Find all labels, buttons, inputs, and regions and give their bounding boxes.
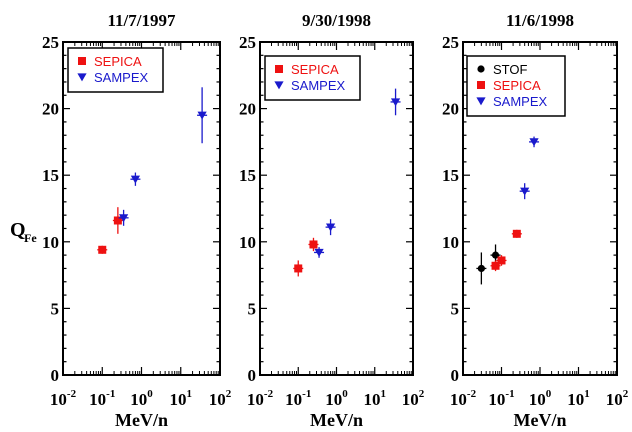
chart-title: 11/6/1998 xyxy=(506,11,574,30)
x-tick-label: 10-2 xyxy=(50,388,77,409)
x-axis-title: MeV/n xyxy=(115,410,168,430)
x-tick-label: 10-1 xyxy=(285,388,311,409)
y-tick-label: 0 xyxy=(248,366,257,385)
x-tick-label: 101 xyxy=(567,388,590,409)
data-point xyxy=(197,111,207,120)
legend-label: STOF xyxy=(493,62,527,77)
x-tick-label: 10-1 xyxy=(488,388,514,409)
x-tick-label: 10-1 xyxy=(89,388,115,409)
x-tick-label: 101 xyxy=(170,388,193,409)
y-tick-label: 20 xyxy=(239,100,256,119)
data-point xyxy=(390,98,401,107)
y-tick-label: 15 xyxy=(239,166,256,185)
y-tick-label: 25 xyxy=(239,33,256,52)
y-tick-label: 20 xyxy=(42,100,59,119)
data-point xyxy=(529,138,539,147)
series-sepica xyxy=(293,237,319,277)
chart-panel-2: 9/30/1998 0 5 10 15 20 25 10-2 10-1 100 101 102 MeV/… xyxy=(239,11,425,430)
y-tick-label: 5 xyxy=(451,299,460,318)
data-point xyxy=(130,175,141,184)
legend-label: SAMPEX xyxy=(94,70,149,85)
y-tick-label: 10 xyxy=(42,233,59,252)
y-axis-title: Q Fe xyxy=(10,219,37,245)
y-axis-title-subscript: Fe xyxy=(24,231,37,245)
legend-box xyxy=(264,55,361,101)
y-tick-label: 25 xyxy=(442,33,459,52)
legend-marker xyxy=(477,81,485,89)
data-point xyxy=(309,240,318,249)
x-axis-title: MeV/n xyxy=(514,410,567,430)
x-tick-label: 100 xyxy=(325,388,348,409)
legend-marker xyxy=(476,97,486,106)
legend-marker xyxy=(275,65,283,73)
y-tick-label: 5 xyxy=(248,299,257,318)
data-point xyxy=(520,187,530,196)
data-point xyxy=(512,229,521,238)
series-sampex xyxy=(314,88,401,258)
legend-label: SEPICA xyxy=(493,78,541,93)
chart-panel-3: 11/6/1998 0 5 10 15 20 25 10-2 10-1 100 101 102 MeV/… xyxy=(442,11,629,430)
data-point xyxy=(491,251,500,259)
y-tick-label: 10 xyxy=(239,233,256,252)
y-tick-label: 10 xyxy=(442,233,459,252)
legend-box xyxy=(67,47,164,93)
x-tick-label: 100 xyxy=(529,388,552,409)
y-tick-label: 25 xyxy=(42,33,59,52)
series-sampex xyxy=(519,136,540,200)
data-point xyxy=(477,264,485,273)
x-axis-title: MeV/n xyxy=(310,410,363,430)
x-tick-label: 102 xyxy=(606,388,629,409)
y-tick-label: 15 xyxy=(42,166,59,185)
data-point xyxy=(98,245,107,254)
y-tick-label: 15 xyxy=(442,166,459,185)
x-tick-label: 100 xyxy=(130,388,153,409)
series-stof xyxy=(476,244,501,285)
y-axis-title-main: Q xyxy=(10,219,26,241)
legend-label: SEPICA xyxy=(94,54,142,69)
y-tick-label: 20 xyxy=(442,100,459,119)
chart-title: 11/7/1997 xyxy=(107,11,176,30)
legend-marker xyxy=(274,81,284,90)
legend-marker xyxy=(477,65,485,73)
data-point xyxy=(325,223,336,232)
y-tick-label: 0 xyxy=(51,366,60,385)
x-tick-label: 101 xyxy=(364,388,387,409)
data-point xyxy=(314,248,324,257)
x-tick-label: 10-2 xyxy=(247,388,274,409)
x-tick-label: 102 xyxy=(209,388,232,409)
series-sepica xyxy=(490,229,522,272)
series-sepica xyxy=(97,207,123,254)
series-sampex xyxy=(118,87,208,226)
data-point xyxy=(294,264,303,273)
legend-label: SEPICA xyxy=(291,62,339,77)
legend-label: SAMPEX xyxy=(291,78,346,93)
data-point xyxy=(497,256,506,265)
x-tick-label: 102 xyxy=(402,388,425,409)
y-tick-label: 0 xyxy=(451,366,460,385)
x-tick-label: 10-2 xyxy=(450,388,477,409)
chart-panel-1: 11/7/1997 0 5 10 15 20 25 10-2 10-1 100 101 102 MeV/… xyxy=(42,11,232,430)
data-point xyxy=(119,214,129,223)
chart-title: 9/30/1998 xyxy=(302,11,371,30)
y-tick-label: 5 xyxy=(51,299,60,318)
data-point xyxy=(491,261,500,270)
data-point xyxy=(113,216,122,225)
legend-marker xyxy=(77,73,87,82)
legend-marker xyxy=(78,57,86,65)
legend-label: SAMPEX xyxy=(493,94,548,109)
